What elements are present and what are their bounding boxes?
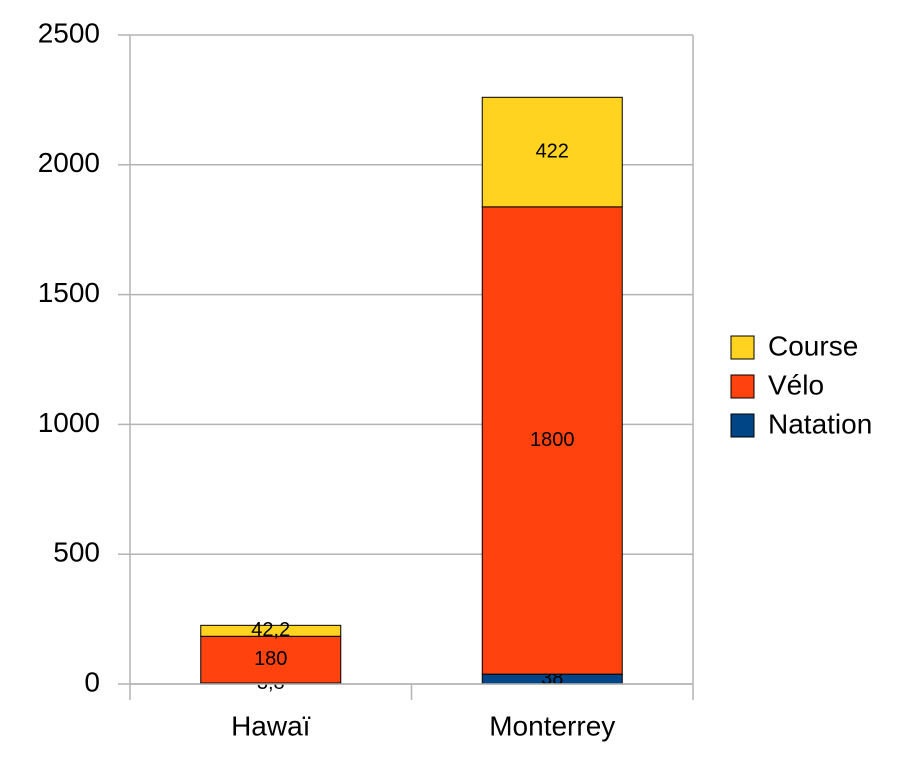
value-label: 42,2 <box>251 619 290 641</box>
y-tick-label: 2000 <box>38 147 100 178</box>
legend-label: Course <box>768 330 858 361</box>
bar-segment <box>481 96 623 208</box>
y-tick-label: 500 <box>53 537 100 568</box>
legend-swatch <box>730 335 755 360</box>
bar-segment <box>481 206 623 675</box>
legend-label: Natation <box>768 408 872 439</box>
bar-segment <box>200 624 342 637</box>
bar-segment <box>200 635 342 684</box>
value-label: 1800 <box>530 429 575 451</box>
legend-label: Vélo <box>768 369 824 400</box>
legend-swatch <box>730 374 755 399</box>
x-tick-label: Hawaï <box>231 710 311 741</box>
value-label: 180 <box>254 648 287 670</box>
value-label: 422 <box>536 140 569 162</box>
y-tick-label: 1000 <box>38 407 100 438</box>
y-tick-label: 0 <box>84 666 100 697</box>
legend-swatch <box>730 413 755 438</box>
x-tick-label: Monterrey <box>489 710 615 741</box>
y-tick-label: 2500 <box>38 17 100 48</box>
y-tick-label: 1500 <box>38 277 100 308</box>
